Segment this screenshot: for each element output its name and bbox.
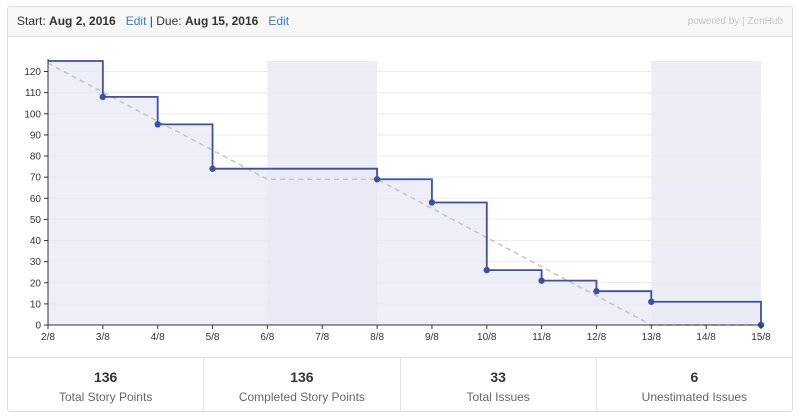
stat-label: Total Story Points <box>58 390 153 404</box>
x-tick-label: 15/8 <box>751 332 771 343</box>
x-tick-label: 9/8 <box>425 332 439 343</box>
milestone-dates: Start: Aug 2, 2016 Edit | Due: Aug 15, 2… <box>17 7 289 36</box>
x-tick-label: 14/8 <box>696 332 716 343</box>
x-tick-label: 8/8 <box>370 332 384 343</box>
due-label: Due: <box>156 14 182 28</box>
stat-value: 6 <box>690 369 699 385</box>
stat-completed-story-points: 136 Completed Story Points <box>204 358 401 411</box>
stat-unestimated-issues: 6 Unestimated Issues <box>597 358 792 411</box>
weekend-band <box>651 61 761 325</box>
y-tick-label: 30 <box>30 257 42 268</box>
data-point <box>428 199 436 206</box>
y-tick-label: 50 <box>30 215 42 226</box>
data-point <box>154 121 161 128</box>
data-point <box>538 277 545 284</box>
y-tick-label: 110 <box>25 88 41 99</box>
y-tick-label: 0 <box>35 321 41 332</box>
y-tick-label: 120 <box>24 67 41 78</box>
start-label: Start: <box>17 14 46 28</box>
y-tick-label: 70 <box>30 173 42 184</box>
data-point <box>483 266 490 274</box>
start-date: Aug 2, 2016 <box>49 14 116 28</box>
milestone-header: Start: Aug 2, 2016 Edit | Due: Aug 15, 2… <box>8 7 792 37</box>
powered-by-zenhub[interactable]: powered by | ZenHub <box>687 16 783 27</box>
x-tick-label: 4/8 <box>151 332 165 343</box>
stat-total-story-points: 136 Total Story Points <box>8 358 205 411</box>
burndown-chart: 0 10 20 30 40 50 60 70 80 90 100 110 120 2/8 3/8 4/8 5/8… <box>24 59 771 343</box>
y-tick-label: 40 <box>30 236 42 247</box>
x-tick-label: 6/8 <box>260 332 274 343</box>
data-point <box>593 288 600 295</box>
y-tick-label: 60 <box>30 194 42 205</box>
y-tick-label: 20 <box>30 278 42 289</box>
stat-value: 136 <box>290 369 314 385</box>
stat-label: Total Issues <box>466 390 530 404</box>
data-point <box>99 93 107 101</box>
x-tick-label: 11/8 <box>532 332 551 343</box>
y-tick-label: 90 <box>30 130 42 141</box>
x-tick-label: 3/8 <box>96 332 110 343</box>
x-tick-label: 13/8 <box>642 332 662 343</box>
stats-bar: 136 Total Story Points 136 Completed Sto… <box>8 357 792 411</box>
stat-value: 33 <box>490 369 506 385</box>
data-point <box>648 298 655 305</box>
y-tick-label: 10 <box>30 299 42 310</box>
x-tick-label: 10/8 <box>477 332 497 343</box>
y-tick-label: 100 <box>24 109 41 120</box>
stat-label: Unestimated Issues <box>641 390 748 404</box>
data-point <box>209 165 216 172</box>
x-tick-label: 5/8 <box>206 332 220 343</box>
x-tick-label: 7/8 <box>315 332 329 343</box>
edit-start-link[interactable]: Edit <box>125 14 147 28</box>
burndown-chart-area: 0 10 20 30 40 50 60 70 80 90 100 110 120 2/8 3/8 4/8 5/8… <box>8 37 792 357</box>
burndown-panel: Start: Aug 2, 2016 Edit | Due: Aug 15, 2… <box>7 6 793 412</box>
stat-value: 136 <box>93 369 118 385</box>
due-date: Aug 15, 2016 <box>184 14 259 28</box>
y-tick-label: 80 <box>30 152 42 163</box>
data-point <box>373 176 381 183</box>
edit-due-link[interactable]: Edit <box>268 14 290 28</box>
x-tick-label: 2/8 <box>41 332 55 343</box>
x-tick-label: 12/8 <box>587 332 607 343</box>
separator: | <box>149 14 153 28</box>
stat-label: Completed Story Points <box>238 390 365 404</box>
stat-total-issues: 33 Total Issues <box>401 358 597 411</box>
